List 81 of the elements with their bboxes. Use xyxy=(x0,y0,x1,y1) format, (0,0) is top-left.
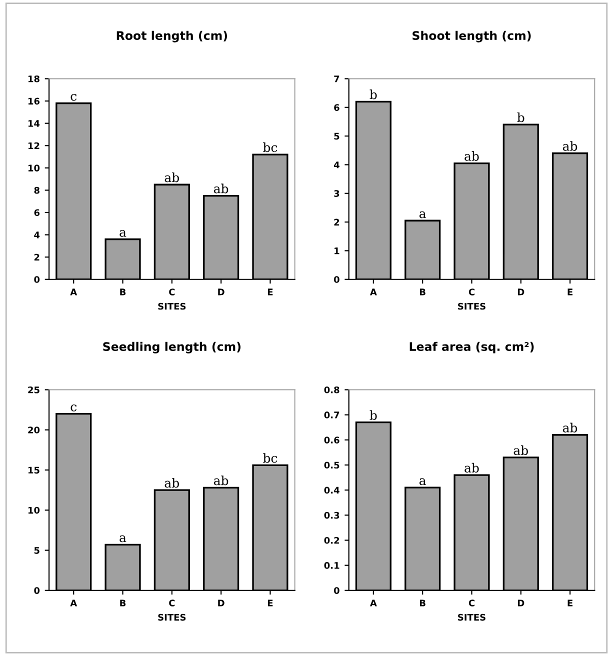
y-tick-label: 2 xyxy=(34,254,40,261)
x-tick-label: B xyxy=(420,288,426,296)
chart-title: Leaf area (sq. cm²) xyxy=(410,342,534,354)
y-tick-label: 0.2 xyxy=(324,536,340,544)
y-tick-label: 0.3 xyxy=(324,512,340,519)
x-tick-label: A xyxy=(70,600,78,606)
x-tick-label: E xyxy=(268,288,273,296)
y-tick-label: 10 xyxy=(28,506,40,514)
y-tick-label: 10 xyxy=(28,164,40,172)
y-tick-label: 0 xyxy=(334,587,340,594)
x-tick-label: A xyxy=(70,288,78,296)
annotation: b xyxy=(370,90,377,100)
y-tick-label: 16 xyxy=(28,98,40,105)
x-tick-label: D xyxy=(218,600,224,606)
x-tick-label: E xyxy=(568,600,572,606)
y-tick-label: 12 xyxy=(28,142,40,150)
y-tick-label: 4 xyxy=(34,232,40,238)
y-tick-label: 15 xyxy=(28,466,40,474)
annotation: ab xyxy=(514,445,528,456)
annotation: ab xyxy=(214,184,228,194)
annotation: b xyxy=(517,112,524,122)
annotation: ab xyxy=(214,476,228,486)
annotation: a xyxy=(419,211,426,218)
y-tick-label: 25 xyxy=(28,386,40,394)
y-tick-label: 14 xyxy=(28,120,40,127)
y-tick-label: 0.7 xyxy=(324,412,340,418)
annotation: a xyxy=(120,535,126,542)
y-tick-label: 0.1 xyxy=(324,562,340,569)
y-tick-label: 3 xyxy=(334,190,340,197)
y-tick-label: 6 xyxy=(34,209,40,216)
x-tick-label: B xyxy=(120,288,126,296)
y-tick-label: 5 xyxy=(334,132,340,140)
y-tick-label: 8 xyxy=(34,186,40,194)
y-tick-label: 0 xyxy=(34,276,40,283)
annotation: bc xyxy=(263,142,278,152)
annotation: a xyxy=(419,478,426,486)
x-axis-title: SITES xyxy=(458,302,486,310)
x-tick-label: D xyxy=(218,288,224,296)
x-tick-label: C xyxy=(468,288,474,296)
annotation: c xyxy=(70,94,77,101)
y-tick-label: 0.6 xyxy=(324,436,340,444)
y-tick-label: 20 xyxy=(28,426,40,434)
chart-title: Shoot length (cm) xyxy=(412,30,531,42)
y-tick-label: 0.8 xyxy=(324,386,340,394)
y-tick-label: 0.4 xyxy=(324,486,340,494)
x-tick-label: A xyxy=(370,288,377,296)
y-tick-label: 6 xyxy=(334,104,340,111)
y-tick-label: 0 xyxy=(34,587,40,594)
annotation: ab xyxy=(464,151,479,161)
annotation: ab xyxy=(164,478,180,488)
y-tick-label: 0 xyxy=(334,276,340,283)
y-tick-label: 4 xyxy=(334,162,340,168)
y-tick-label: 7 xyxy=(334,76,340,82)
annotation: ab xyxy=(562,141,578,151)
y-tick-label: 5 xyxy=(34,547,40,554)
annotation: a xyxy=(120,230,126,237)
x-tick-label: D xyxy=(518,600,524,606)
annotation: ab xyxy=(464,462,479,473)
x-tick-label: E xyxy=(568,288,572,296)
annotation: c xyxy=(70,404,77,412)
y-tick-label: 18 xyxy=(28,75,40,82)
y-tick-label: 2 xyxy=(334,218,340,226)
x-tick-label: E xyxy=(268,600,273,606)
annotation: bc xyxy=(263,453,278,463)
x-tick-label: B xyxy=(120,600,126,606)
y-tick-label: 0.5 xyxy=(324,462,340,469)
x-tick-label: D xyxy=(518,288,524,296)
y-tick-label: 1 xyxy=(334,248,340,254)
x-tick-label: A xyxy=(370,600,377,606)
x-axis-title: SITES xyxy=(458,614,486,621)
chart-title: Seedling length (cm) xyxy=(103,342,240,354)
x-tick-label: C xyxy=(169,288,175,296)
annotation: ab xyxy=(164,172,180,182)
annotation: b xyxy=(370,410,377,420)
x-tick-label: B xyxy=(420,600,426,606)
x-tick-label: C xyxy=(468,600,474,606)
x-tick-label: C xyxy=(169,600,175,606)
chart-title: Root length (cm) xyxy=(116,30,228,42)
x-axis-title: SITES xyxy=(158,614,186,621)
x-axis-title: SITES xyxy=(158,302,186,310)
annotation: ab xyxy=(562,422,578,432)
